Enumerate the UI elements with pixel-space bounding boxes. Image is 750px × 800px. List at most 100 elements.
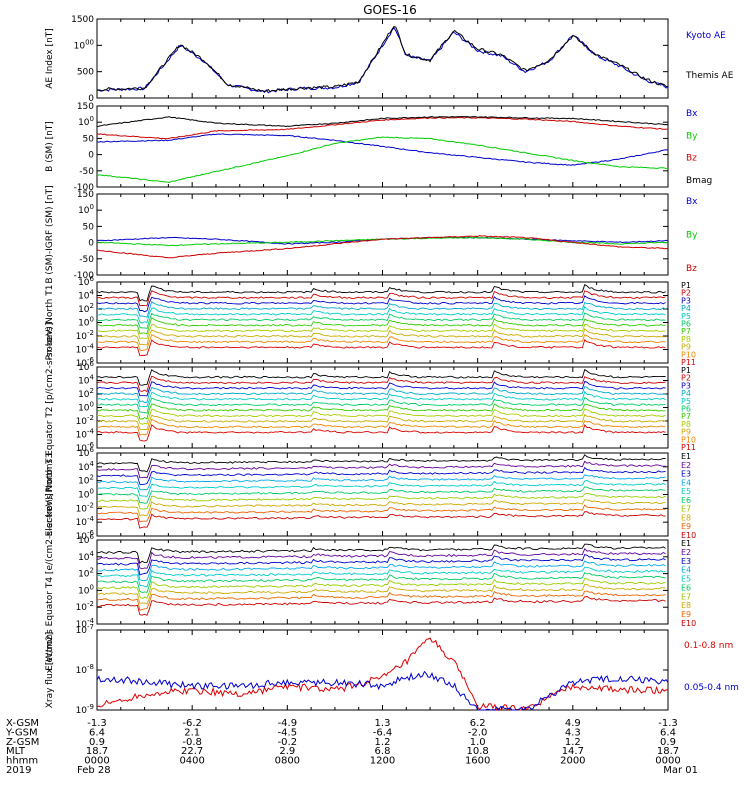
channel-line-P1 [96,284,666,302]
y-tick-label: 106 [78,446,94,459]
y-tick-label: 10-2 [76,329,94,342]
channel-label: P9 [681,343,691,352]
channel-line-E3 [96,466,666,486]
channel-label: E3 [681,557,691,566]
channel-label: P2 [681,374,691,383]
channel-line-P2 [96,290,666,307]
y-tick-label: 106 [78,275,94,288]
footer-value: 14.7 [562,746,584,757]
y-tick-label: 106 [78,533,94,546]
channel-line-E6 [96,571,666,593]
channel-line-E10 [96,511,666,529]
y-tick-label: 150 [77,190,94,200]
series-line-Themis-AE [96,26,669,93]
legend-label: 0.1-0.8 nm [684,641,733,651]
channel-line-E6 [96,486,666,504]
channel-line-E8 [96,583,666,605]
footer-value: 2.9 [279,746,295,757]
footer-value: 0400 [179,756,204,767]
channel-label: E10 [681,531,696,540]
channel-line-E8 [96,499,666,517]
panel-frame [96,193,669,276]
footer-row-label: Y-GSM [5,727,38,738]
series-line-Bmag [96,115,669,128]
y-tick-label: 104 [78,460,94,473]
y-tick-label: 10-2 [76,414,94,427]
y-tick-label: 150 [77,102,94,112]
y-tick-label: 100 [78,488,94,501]
footer-value: Feb 28 [77,765,111,776]
panel-2: -100 -50 0 50 100 150 B (SM) [nT] Bx By Bz Bmag [45,102,712,193]
panel-frame [96,366,669,449]
y-tick-label: 0 [88,94,94,104]
panel-8: 10-9 10-8 10-7 Xray flux [W/m2] 0.1-0.8 nm 0.… [45,623,739,716]
y-tick-label: 10-4 [76,428,95,441]
footer-row-label: MLT [6,746,26,757]
panel-1: 0 500 1000 1500 AE Index [nT] Kyoto AE Themis … [45,15,734,104]
channel-label: E10 [681,619,696,628]
panel-frame [96,452,669,537]
channel-label: P11 [681,358,696,367]
channel-label: E2 [681,548,691,557]
y-tick-label: 106 [78,360,94,373]
legend-label: Bmag [686,176,712,186]
y-tick-label: 100 [78,401,94,414]
y-tick-label: 10-4 [76,617,95,630]
footer-value: 0.9 [660,737,676,748]
channel-line-P11 [96,424,666,442]
y-tick-label: 102 [78,387,94,400]
y-tick-label: 10-9 [76,703,94,716]
y-tick-label: 10-4 [76,515,95,528]
y-tick-label: 1500 [71,15,94,25]
channel-line-P8 [96,323,666,339]
channel-line-P7 [96,403,666,420]
channel-line-E9 [96,504,666,523]
y-axis-label: Xray flux [W/m2] [45,632,55,709]
y-axis-label: B (SM) [nT] [45,121,55,172]
y-tick-label: 100 [78,203,94,216]
channel-label: P7 [681,327,691,336]
footer-value: 1.2 [375,737,391,748]
channel-line-P7 [96,317,666,335]
panel-frame [96,18,669,99]
channel-label: P10 [681,350,696,359]
footer-value: -6.4 [373,727,393,738]
channel-line-E7 [96,492,666,510]
footer-value: 1.0 [470,737,486,748]
legend-label: By [686,231,698,241]
channel-label: P6 [681,320,691,329]
channel-label: E9 [681,610,691,619]
channel-label: P4 [681,304,691,313]
channel-label: P5 [681,397,691,406]
footer-value: 6.4 [660,727,676,738]
series-line-By [96,236,669,247]
footer-value: 18.7 [657,746,679,757]
y-tick-label: 104 [78,550,94,563]
legend-label: Kyoto AE [686,31,726,41]
y-axis-label: Electrons North T3 [45,453,55,537]
channel-line-P3 [96,295,666,313]
footer-value: -6.2 [182,718,202,729]
y-tick-label: 10-2 [76,501,94,514]
footer-value: 2000 [560,756,585,767]
y-tick-label: 0 [88,239,94,249]
footer-row-label: Z-GSM [6,737,39,748]
plot-title: GOES-16 [363,3,417,17]
channel-label: E8 [681,513,691,522]
y-tick-label: 100 [78,316,94,329]
y-tick-label: 0 [88,151,94,161]
y-tick-label: 102 [78,302,94,315]
footer-value: -4.5 [278,727,298,738]
channel-line-E4 [96,474,666,491]
channel-label: P1 [681,281,691,290]
y-axis-label: Protons Equator T2 [p/(cm2-s-sr-keV)] [45,323,55,493]
footer-value: -2.0 [468,727,488,738]
footer-value: 1.3 [375,718,391,729]
footer-value: 1200 [370,756,395,767]
y-axis-label: Protons North T1 [45,285,55,361]
channel-label: P3 [681,296,691,305]
y-tick-label: 102 [78,567,94,580]
series-line-0-05-0-4-nm [96,670,669,711]
